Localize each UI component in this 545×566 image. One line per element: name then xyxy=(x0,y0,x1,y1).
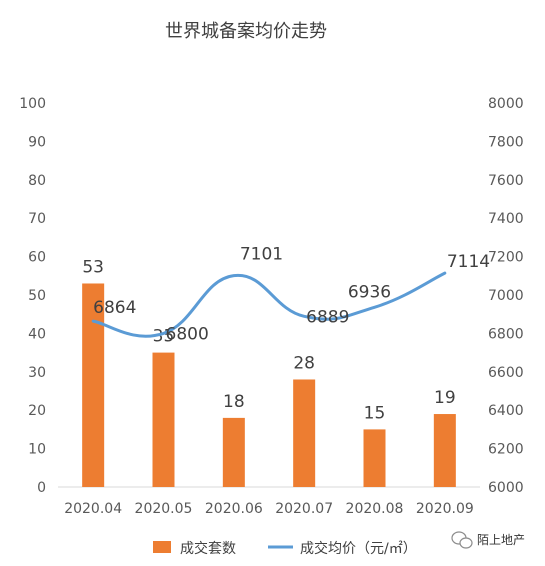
x-tick-label: 2020.09 xyxy=(416,501,474,517)
bar xyxy=(433,414,456,487)
y-right-tick-label: 6000 xyxy=(488,480,524,496)
x-tick-label: 2020.07 xyxy=(275,501,333,517)
y-right-tick-label: 8000 xyxy=(488,96,524,112)
y-right-tick-label: 7400 xyxy=(488,211,524,227)
legend-line-label: 成交均价（元/㎡） xyxy=(300,540,417,557)
y-left-tick-label: 80 xyxy=(28,173,46,189)
x-tick-label: 2020.08 xyxy=(346,501,404,517)
y-right-tick-label: 6200 xyxy=(488,442,524,458)
x-axis: 2020.04 2020.05 2020.06 2020.07 2020.08 2020.… xyxy=(64,501,474,517)
line-data-label: 6800 xyxy=(166,324,209,344)
y-left-tick-label: 10 xyxy=(28,442,46,458)
x-tick-label: 2020.05 xyxy=(135,501,193,517)
line-data-label: 7114 xyxy=(447,252,490,272)
y-left-tick-label: 20 xyxy=(28,403,46,419)
x-tick-label: 2020.04 xyxy=(64,501,122,517)
y-left-tick-label: 60 xyxy=(28,250,46,266)
y-right-tick-label: 7200 xyxy=(488,250,524,266)
bar-data-label: 19 xyxy=(434,388,456,408)
bar xyxy=(293,379,316,487)
bar-data-label: 18 xyxy=(223,392,245,412)
chart-title: 世界城备案均价走势 xyxy=(165,21,327,42)
line-data-label: 6936 xyxy=(348,282,391,302)
left-axis: 0 10 20 30 40 50 60 70 80 90 100 xyxy=(19,96,46,496)
watermark-text: 陌上地产 xyxy=(477,533,525,547)
bar-data-label: 15 xyxy=(364,403,386,423)
legend-bar-label: 成交套数 xyxy=(180,540,236,557)
y-left-tick-label: 90 xyxy=(28,134,46,150)
legend: 成交套数 成交均价（元/㎡） xyxy=(153,540,417,557)
y-right-tick-label: 6400 xyxy=(488,403,524,419)
line-data-label: 7101 xyxy=(240,245,283,265)
y-left-tick-label: 40 xyxy=(28,326,46,342)
y-right-tick-label: 7800 xyxy=(488,134,524,150)
y-right-tick-label: 6800 xyxy=(488,326,524,342)
bar xyxy=(222,417,245,487)
price-line xyxy=(91,271,447,338)
bar xyxy=(82,283,105,487)
legend-bar-swatch xyxy=(153,541,171,553)
line-labels: 6864 6800 7101 6889 6936 7114 xyxy=(93,245,490,345)
line-data-label: 6864 xyxy=(93,298,136,318)
line-data-label: 6889 xyxy=(306,307,349,327)
y-left-tick-label: 50 xyxy=(28,288,46,304)
bar-series xyxy=(82,283,456,487)
bar-data-label: 53 xyxy=(82,257,104,277)
y-left-tick-label: 70 xyxy=(28,211,46,227)
y-right-tick-label: 7600 xyxy=(488,173,524,189)
y-left-tick-label: 0 xyxy=(37,480,46,496)
y-right-tick-label: 6600 xyxy=(488,365,524,381)
y-right-tick-label: 7000 xyxy=(488,288,524,304)
bar xyxy=(152,352,175,487)
right-axis: 6000 6200 6400 6600 6800 7000 7200 7400 7600 7800… xyxy=(488,96,524,496)
y-left-tick-label: 100 xyxy=(19,96,46,112)
y-left-tick-label: 30 xyxy=(28,365,46,381)
bar xyxy=(363,429,386,487)
x-tick-label: 2020.06 xyxy=(205,501,263,517)
bar-data-label: 28 xyxy=(293,353,315,373)
watermark: 陌上地产 xyxy=(451,531,525,549)
wechat-icon xyxy=(451,531,473,549)
